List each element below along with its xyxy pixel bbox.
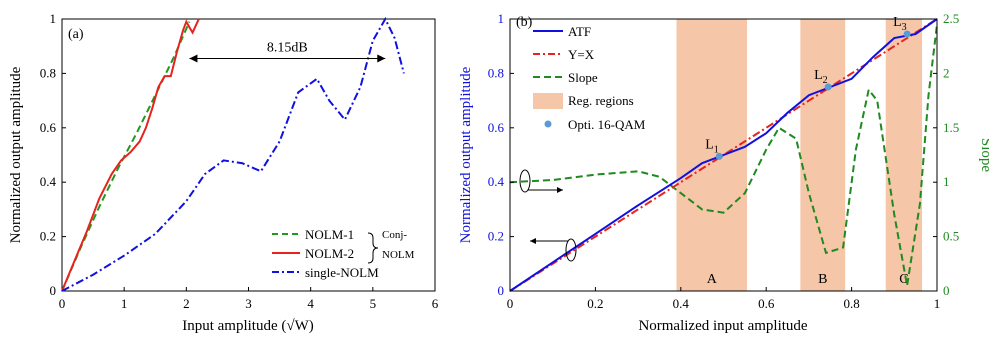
series-line-atf [509,18,938,292]
panel-b-y2-axis-label: Slope [978,138,989,173]
panel-b-axes-frame [509,18,938,292]
panel-b-lines [509,18,938,292]
panel-a-y-axis-label: Normalized output amplitude [8,66,24,243]
series-line-nolm-1 [61,21,191,292]
region-b [800,19,846,291]
y-tick-label: 1 [498,11,505,26]
panel-b-legend: ATF Y=X Slope Reg. regions Opti. 16-QAM [533,24,646,132]
y2-tick-label: 2.5 [943,11,959,26]
legend-label-nolm-2: NOLM-2 [305,246,354,261]
x-tick-label: 2 [183,296,190,311]
arrowhead-left [530,238,536,244]
y-tick-label: 0.6 [40,120,57,135]
panel-a-y-ticks: 0 0.2 0.4 0.6 0.8 1 [40,11,66,298]
legend-label-atf: ATF [568,24,591,39]
x-tick-label: 0 [507,296,514,311]
panel-a-lines [61,16,405,292]
legend-group-label: Conj- [382,229,407,241]
point-l2 [824,83,832,91]
point-label-sub: 1 [714,144,719,155]
point-label-sub: 2 [823,75,828,86]
y2-tick-label: 2 [943,65,950,80]
panel-b-label: (b) [516,15,533,30]
y-tick-label: 0.8 [40,65,56,80]
y-tick-label: 0 [498,283,505,298]
region-label: B [818,272,827,287]
y2-tick-label: 1 [943,174,950,189]
y-tick-label: 0.6 [488,120,505,135]
x-tick-label: 4 [307,296,314,311]
legend-label-y-equals-x: Y=X [568,47,595,62]
y-tick-label: 0.4 [40,174,57,189]
legend-label-points: Opti. 16-QAM [568,117,646,132]
panel-a-label: (a) [68,27,84,42]
x-tick-label: 5 [370,296,377,311]
legend-brace [367,232,379,264]
x-tick-label: 0.6 [758,296,775,311]
panel-a: 0 1 2 3 4 5 6 0 0.2 0.4 0.6 0.8 1 (a) Input amplitu… [8,11,439,334]
region-a [676,19,747,291]
y-tick-label: 0.2 [40,229,56,244]
x-tick-label: 1 [121,296,128,311]
legend-label-regions: Reg. regions [568,93,634,108]
y-tick-label: 0.4 [488,174,505,189]
region-label: A [707,272,718,287]
panel-a-annotation: 8.15dB [189,40,386,63]
y-tick-label: 0.2 [488,229,504,244]
annotation-arrowhead-right [377,54,386,63]
series-line-nolm-2 [61,18,200,292]
legend-swatch-points [544,120,552,128]
annotation-arrowhead-left [189,54,198,63]
panel-b-x-axis-label: Normalized input amplitude [638,318,807,334]
panel-a-x-axis-label: Input amplitude (√W) [182,318,314,334]
y2-tick-label: 1.5 [943,120,959,135]
axis-indicator-right [519,169,563,193]
y-tick-label: 0 [50,283,57,298]
legend-label-nolm-1: NOLM-1 [305,227,354,242]
series-line-slope [509,24,938,286]
panel-b-y-axis-label: Normalized output amplitude [458,66,474,243]
arrowhead-right [557,187,563,193]
panel-b-regions: A B C [676,19,923,291]
x-tick-label: 1 [934,296,941,311]
x-tick-label: 0.2 [587,296,603,311]
axis-indicator-ellipse [519,169,531,193]
point-l1 [715,152,723,160]
y2-tick-label: 0.5 [943,229,959,244]
y-tick-label: 1 [50,11,57,26]
x-tick-label: 0 [59,296,66,311]
region-c [885,19,923,291]
panel-b-y-ticks: 0 0.2 0.4 0.6 0.8 1 [488,11,514,298]
x-tick-label: 3 [245,296,252,311]
legend-swatch-regions [533,93,563,109]
annotation-text: 8.15dB [267,40,308,55]
point-label-sub: 3 [902,22,907,33]
region-label: C [899,272,908,287]
panel-b-x-ticks: 0 0.2 0.4 0.6 0.8 1 [507,287,941,311]
x-tick-label: 6 [432,296,439,311]
legend-label-single-nolm: single-NOLM [305,265,379,280]
panel-a-legend: NOLM-1 NOLM-2 single-NOLM Conj- NOLM [272,227,415,280]
axis-indicator-left [530,238,577,262]
axis-indicator-ellipse [565,238,577,262]
y-tick-label: 0.8 [488,65,504,80]
point-l3 [903,30,911,38]
legend-label-slope: Slope [568,70,598,85]
y2-tick-label: 0 [943,283,950,298]
x-tick-label: 0.8 [843,296,859,311]
panel-a-x-ticks: 0 1 2 3 4 5 6 [59,287,439,311]
panel-b-y2-ticks: 0 0.5 1 1.5 2 2.5 [933,11,959,298]
x-tick-label: 0.4 [673,296,690,311]
legend-group-sublabel: NOLM [382,249,415,261]
